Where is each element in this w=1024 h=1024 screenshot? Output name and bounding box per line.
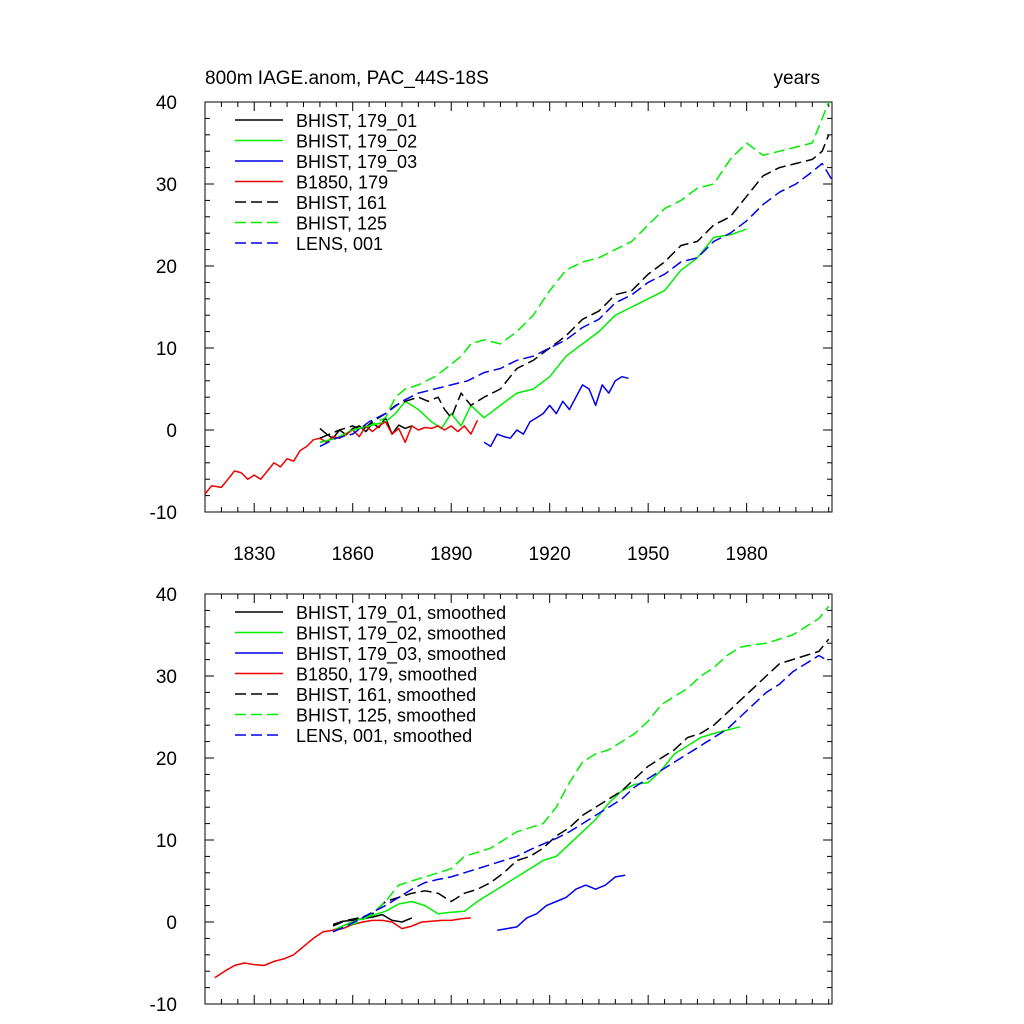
- x-tick-label: 1920: [529, 544, 571, 565]
- legend-entry: BHIST, 125, smoothed: [296, 706, 476, 726]
- y-tick-label: 20: [156, 257, 177, 278]
- series-line-lens-001: [319, 162, 833, 448]
- legend-entry: BHIST, 161, smoothed: [296, 685, 476, 705]
- x-tick-label: 1860: [332, 544, 374, 565]
- y-tick-label: 0: [166, 913, 177, 934]
- y-tick-label: 30: [156, 667, 177, 688]
- y-tick-label: 10: [156, 831, 177, 852]
- legend-entry: B1850, 179, smoothed: [296, 665, 477, 685]
- y-tick-label: 40: [156, 585, 177, 606]
- legend-entry: BHIST, 179_02: [296, 132, 417, 153]
- series-line-bhist-125: [319, 101, 830, 444]
- x-tick-label: 1830: [233, 544, 275, 565]
- y-tick-label: 40: [156, 93, 177, 114]
- series-line-bhist-179-03-smoothed: [497, 874, 626, 931]
- legend-entry: BHIST, 179_03: [296, 152, 417, 173]
- legend-entry: BHIST, 179_01, smoothed: [296, 603, 506, 624]
- series-line-bhist-125-smoothed: [332, 605, 830, 933]
- series-line-bhist-179-01-smoothed: [332, 913, 413, 926]
- raw-series-panel: -10 0 10 20 30 40 1830 1860 1890 1920 1950 1980 BHIS…: [150, 93, 833, 565]
- legend-entry: BHIST, 179_02, smoothed: [296, 624, 506, 645]
- series-line-bhist-179-03: [483, 375, 629, 448]
- plot-frame: [204, 101, 833, 513]
- legend-entry: BHIST, 125: [296, 214, 387, 234]
- legend-entry: BHIST, 179_03, smoothed: [296, 644, 506, 665]
- y-tick-label: 20: [156, 749, 177, 770]
- x-tick-label: 1890: [430, 544, 472, 565]
- x-tick-label: 1950: [627, 544, 669, 565]
- y-tick-label: -10: [150, 503, 177, 524]
- figure-title: 800m IAGE.anom, PAC_44S-18S: [205, 68, 489, 89]
- legend-entry: LENS, 001: [296, 234, 383, 254]
- y-tick-label: 10: [156, 339, 177, 360]
- figure-units-label: years: [774, 68, 820, 89]
- y-tick-label: 30: [156, 175, 177, 196]
- y-tick-label: 0: [166, 421, 177, 442]
- x-tick-label: 1980: [726, 544, 768, 565]
- series-line-bhist-179-01: [319, 416, 413, 439]
- series-line-lens-001-smoothed: [332, 654, 830, 933]
- legend-entry: LENS, 001, smoothed: [296, 726, 472, 746]
- plot-frame: [204, 593, 833, 1005]
- series-line-bhist-179-02-smoothed: [332, 726, 741, 931]
- series-line-b1850-179-smoothed: [214, 917, 471, 979]
- legend-entry: BHIST, 179_01: [296, 111, 417, 132]
- legend-entry: BHIST, 161: [296, 193, 387, 213]
- series-line-bhist-161: [319, 134, 830, 439]
- series-line-bhist-161-smoothed: [332, 638, 830, 927]
- y-tick-label: -10: [150, 995, 177, 1016]
- series-line-bhist-179-02: [319, 228, 747, 444]
- legend-entry: B1850, 179: [296, 173, 388, 193]
